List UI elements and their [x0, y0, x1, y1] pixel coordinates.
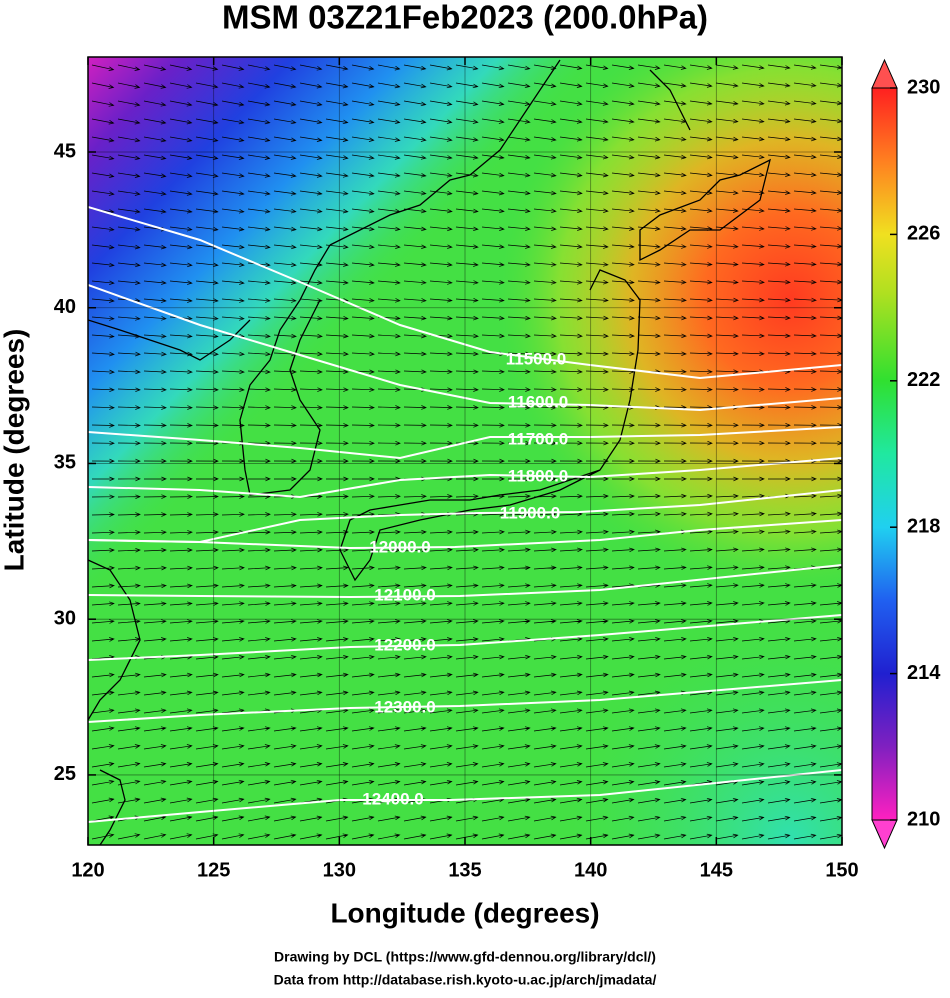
field: 11500.0 11600.0 11700.0 11800.0 11900.0 12000…: [88, 57, 842, 845]
x-tick-label: 135: [448, 859, 481, 881]
contour-line: [88, 519, 842, 550]
colorbar-body: [871, 87, 898, 821]
colorbar-tick-label: 226: [907, 223, 940, 245]
contour-line: [88, 284, 842, 412]
x-tick-label: 125: [197, 859, 230, 881]
wind-arrows: [91, 64, 842, 840]
x-tick-label: 150: [825, 859, 858, 881]
contour-line: [88, 426, 842, 460]
credit: Drawing by DCL (https://www.gfd-dennou.o…: [274, 949, 656, 965]
contour-line: [88, 564, 842, 599]
coastline: [99, 769, 126, 845]
y-tick-label: 30: [54, 607, 76, 629]
colorbar-tick-label: 210: [907, 808, 940, 830]
contour-label: 11500.0: [506, 349, 567, 368]
coastline: [469, 59, 561, 176]
contour-line: [88, 489, 842, 544]
y-tick-label: 40: [54, 296, 76, 318]
x-tick-label: 120: [71, 859, 104, 881]
colorbar-tick-label: 218: [907, 515, 940, 537]
colorbar: 210 214 218 222 226 230: [871, 58, 941, 850]
y-axis-label: Latitude (degrees): [0, 329, 29, 572]
contour-label: 11700.0: [508, 429, 569, 448]
y-tick-label: 25: [54, 763, 76, 785]
contour-label: 11600.0: [508, 392, 569, 411]
contour-label: 12000.0: [369, 537, 430, 556]
chart-title: MSM 03Z21Feb2023 (200.0hPa): [222, 0, 708, 36]
contour-label: 12200.0: [374, 635, 435, 654]
colorbar-tick-label: 230: [907, 76, 940, 98]
contour-label: 11800.0: [508, 466, 569, 485]
x-tick-label: 130: [323, 859, 356, 881]
coastline: [639, 158, 771, 262]
coastline: [329, 174, 471, 246]
colorbar-min-triangle: [871, 819, 898, 850]
coastline: [88, 319, 251, 361]
y-tick-label: 45: [54, 140, 76, 162]
contour-line: [88, 457, 842, 499]
contour-line: [88, 769, 842, 823]
contour-label: 12300.0: [374, 697, 435, 716]
contour-line: [88, 614, 842, 661]
coastline: [649, 69, 691, 131]
contour-label: 12100.0: [374, 585, 435, 604]
contours: 11500.0 11600.0 11700.0 11800.0 11900.0 12000…: [88, 206, 842, 823]
x-tick-label: 140: [574, 859, 607, 881]
colorbar-tick-label: 222: [907, 369, 940, 391]
contour-line: [88, 206, 842, 380]
coastline: [239, 244, 331, 496]
colorbar-max-triangle: [871, 58, 898, 89]
coastline: [339, 269, 641, 582]
colorbar-tick-label: 214: [907, 662, 941, 684]
axes: 120 125 130 135 140 145 150 25 30 35 40 45: [54, 57, 859, 881]
contour-line: [88, 679, 842, 723]
credit: Data from http://database.rish.kyoto-u.a…: [274, 972, 657, 988]
y-tick-label: 35: [54, 452, 76, 474]
x-tick-label: 145: [700, 859, 733, 881]
contour-label: 11900.0: [500, 503, 561, 522]
contour-label: 12400.0: [362, 789, 423, 808]
x-axis-label: Longitude (degrees): [330, 897, 599, 928]
